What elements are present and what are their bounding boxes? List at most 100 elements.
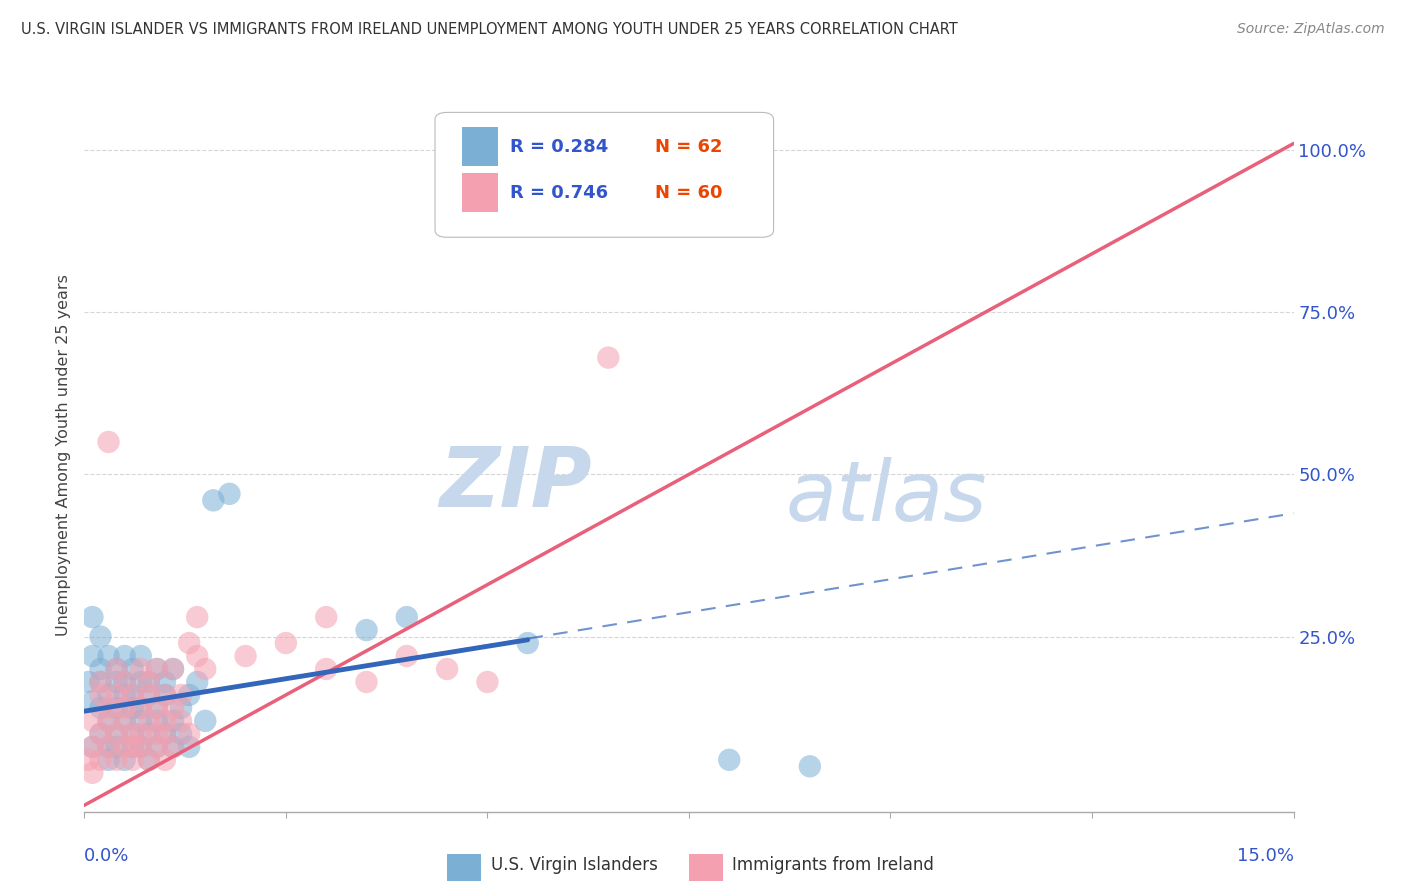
Point (170, 701, 193, 715)
Point (114, 701, 136, 715)
Point (97, 701, 120, 715)
Point (89, 675, 111, 690)
Point (89, 630, 111, 644)
Point (138, 688, 160, 702)
Point (121, 662, 143, 676)
Point (186, 610, 208, 624)
Text: N = 60: N = 60 (655, 184, 723, 202)
Text: R = 0.746: R = 0.746 (510, 184, 609, 202)
Point (97, 753, 120, 767)
Point (97, 434, 120, 449)
Point (179, 688, 201, 702)
Text: 15.0%: 15.0% (1236, 847, 1294, 865)
Bar (447, 854, 481, 881)
Point (153, 727, 176, 741)
Point (97, 688, 120, 702)
Point (153, 714, 176, 728)
Point (89, 701, 111, 715)
Point (138, 727, 160, 741)
Point (121, 739, 143, 754)
Text: U.S. Virgin Islanders: U.S. Virgin Islanders (491, 856, 658, 874)
Point (114, 648, 136, 663)
Point (138, 714, 160, 728)
Point (153, 688, 176, 702)
Point (97, 739, 120, 754)
Point (114, 688, 136, 702)
Point (146, 739, 169, 754)
Bar (689, 854, 723, 881)
Point (121, 753, 143, 767)
Point (153, 753, 176, 767)
Bar (461, 173, 498, 212)
Point (77, 753, 100, 767)
Point (82, 648, 104, 663)
Point (129, 727, 152, 741)
Point (89, 727, 111, 741)
Point (121, 701, 143, 715)
Point (129, 739, 152, 754)
Point (105, 662, 128, 676)
FancyBboxPatch shape (434, 112, 773, 237)
Point (121, 739, 143, 754)
Text: Immigrants from Ireland: Immigrants from Ireland (733, 856, 935, 874)
Point (82, 765, 104, 780)
Point (516, 636, 538, 650)
Point (170, 727, 193, 741)
Point (105, 688, 128, 702)
Text: 0.0%: 0.0% (84, 847, 129, 865)
Point (146, 714, 169, 728)
Point (121, 727, 143, 741)
Text: R = 0.284: R = 0.284 (510, 137, 609, 155)
Point (138, 675, 160, 690)
Point (356, 675, 378, 690)
Point (395, 610, 418, 624)
Point (105, 727, 128, 741)
Point (799, 759, 821, 773)
Point (97, 714, 120, 728)
Text: ZIP: ZIP (440, 443, 592, 524)
Point (114, 675, 136, 690)
Point (121, 688, 143, 702)
Point (89, 688, 111, 702)
Point (129, 714, 152, 728)
Point (82, 714, 104, 728)
Point (114, 675, 136, 690)
Point (162, 701, 184, 715)
Point (129, 739, 152, 754)
Point (82, 739, 104, 754)
Point (129, 675, 152, 690)
Point (97, 714, 120, 728)
Point (129, 662, 152, 676)
Point (315, 610, 337, 624)
Point (89, 753, 111, 767)
Point (356, 623, 378, 637)
Text: U.S. VIRGIN ISLANDER VS IMMIGRANTS FROM IRELAND UNEMPLOYMENT AMONG YOUTH UNDER 2: U.S. VIRGIN ISLANDER VS IMMIGRANTS FROM … (21, 22, 957, 37)
Point (146, 739, 169, 754)
Point (121, 688, 143, 702)
Point (153, 688, 176, 702)
Point (235, 648, 257, 663)
Point (146, 662, 169, 676)
Point (105, 662, 128, 676)
Point (105, 753, 128, 767)
Text: N = 62: N = 62 (655, 137, 723, 155)
Point (436, 662, 458, 676)
Point (146, 662, 169, 676)
Point (186, 648, 208, 663)
Point (170, 688, 193, 702)
Point (146, 701, 169, 715)
Point (162, 662, 184, 676)
Point (194, 662, 217, 676)
Point (89, 662, 111, 676)
Point (179, 739, 201, 754)
Point (162, 739, 184, 754)
Point (97, 648, 120, 663)
Point (718, 753, 741, 767)
Point (129, 648, 152, 663)
Point (274, 636, 297, 650)
Point (598, 351, 620, 365)
Point (138, 753, 160, 767)
Point (114, 714, 136, 728)
Point (654, 194, 676, 209)
Text: atlas: atlas (786, 458, 987, 538)
